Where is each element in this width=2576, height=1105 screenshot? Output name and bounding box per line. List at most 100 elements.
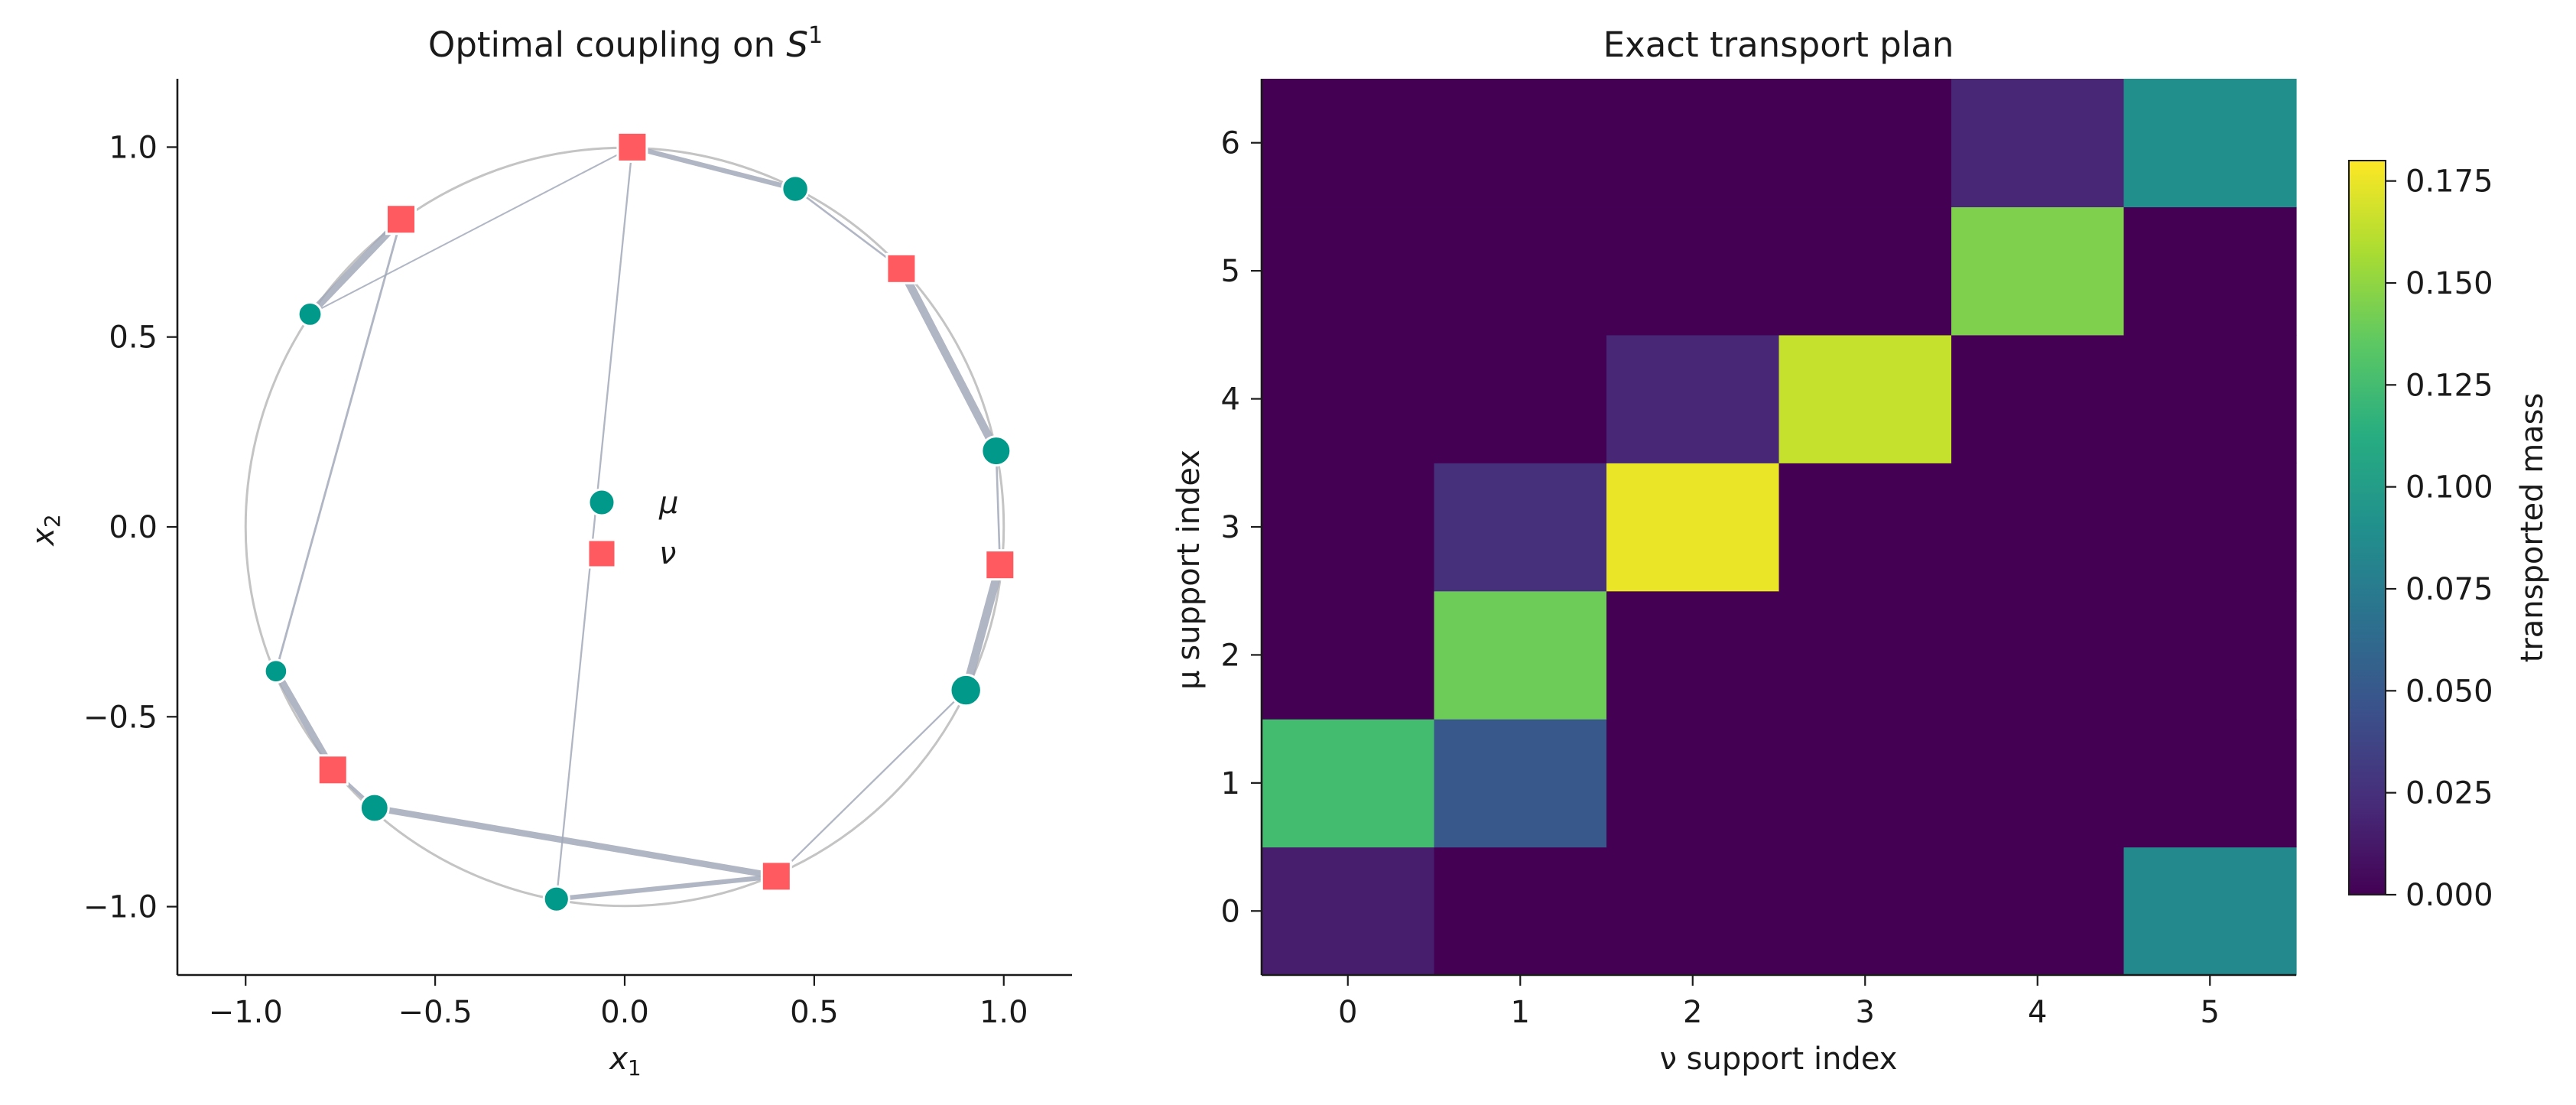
heatmap-cell xyxy=(1606,79,1780,208)
mu-point xyxy=(263,658,289,684)
heatmap-cell xyxy=(1779,590,1952,720)
heatmap-cell xyxy=(1434,79,1607,208)
colorbar-tick-label: 0.050 xyxy=(2405,674,2493,709)
heatmap-y-tick-label: 5 xyxy=(1221,254,1240,289)
heatmap-x-tick-label: 2 xyxy=(1683,995,1702,1030)
heatmap-cell xyxy=(1434,590,1607,720)
colorbar-tick-label: 0.100 xyxy=(2405,470,2493,505)
mu-point xyxy=(542,885,570,913)
heatmap-cell xyxy=(1262,463,1435,592)
heatmap-cell xyxy=(1951,847,2125,976)
heatmap-cell xyxy=(1262,206,1435,336)
heatmap-y-tick-label: 1 xyxy=(1221,766,1240,801)
coupling-line xyxy=(995,450,1002,566)
heatmap-y-tick-label: 2 xyxy=(1221,638,1240,673)
coupling-y-tick-label: 0.5 xyxy=(109,320,158,356)
heatmap-cell xyxy=(1779,79,1952,208)
coupling-line xyxy=(306,216,405,318)
heatmap-cell xyxy=(1779,463,1952,592)
heatmap-cell xyxy=(2123,334,2297,463)
nu-point xyxy=(385,203,417,236)
heatmap-cell xyxy=(1606,719,1780,848)
nu-point xyxy=(317,754,349,786)
heatmap-x-tick-label: 0 xyxy=(1338,995,1357,1030)
heatmap-cell xyxy=(1606,463,1780,592)
nu-point xyxy=(616,131,648,163)
heatmap-cell xyxy=(1262,719,1435,848)
nu-point xyxy=(984,549,1016,581)
heatmap-cell xyxy=(1434,847,1607,976)
nu-point xyxy=(760,860,792,892)
heatmap-x-tick-label: 3 xyxy=(1856,995,1875,1030)
heatmap-cell xyxy=(1434,206,1607,336)
coupling-line xyxy=(309,146,633,315)
heatmap-cells xyxy=(1262,79,2297,976)
coupling-y-axis-label: x2 xyxy=(26,514,65,548)
coupling-line xyxy=(775,689,967,878)
coupling-x-tick-label: 1.0 xyxy=(979,995,1028,1030)
heatmap-cell xyxy=(1779,334,1952,463)
heatmap-cell xyxy=(1606,590,1780,720)
coupling-line xyxy=(272,668,336,774)
heatmap-cell xyxy=(2123,206,2297,336)
colorbar xyxy=(2348,160,2386,895)
heatmap-y-tick-label: 6 xyxy=(1221,126,1240,161)
heatmap-cell xyxy=(1434,334,1607,463)
heatmap-cell xyxy=(1434,719,1607,848)
coupling-x-tick-label: 0.0 xyxy=(600,995,649,1030)
legend-mu-label: μ xyxy=(658,486,678,521)
heatmap-cell xyxy=(1951,719,2125,848)
heatmap-cell xyxy=(1434,463,1607,592)
colorbar-tick-label: 0.125 xyxy=(2405,368,2493,403)
heatmap-cell xyxy=(1606,206,1780,336)
colorbar-tick-label: 0.175 xyxy=(2405,164,2493,200)
heatmap-y-tick-label: 4 xyxy=(1221,382,1240,418)
coupling-x-tick-label: −0.5 xyxy=(398,995,473,1030)
transport-plan-title: Exact transport plan xyxy=(1603,24,1954,65)
coupling-legend: μ ν xyxy=(586,486,678,571)
heatmap-axes: 0 1 2 3 4 5 0 1 2 3 4 5 6 xyxy=(1221,79,2296,1030)
heatmap-cell xyxy=(1262,590,1435,720)
heatmap-x-tick-label: 4 xyxy=(2028,995,2047,1030)
colorbar-tick-label: 0.150 xyxy=(2405,266,2493,301)
heatmap-cell xyxy=(2123,590,2297,720)
legend-nu-marker xyxy=(586,538,617,569)
coupling-line xyxy=(274,218,402,673)
coupling-x-tick-label: −1.0 xyxy=(209,995,283,1030)
heatmap-y-axis-label: μ support index xyxy=(1171,450,1207,690)
mu-point xyxy=(949,673,983,707)
mu-point xyxy=(297,301,323,327)
coupling-chart-title: Optimal coupling on S1 xyxy=(428,22,823,65)
colorbar-tick-label: 0.000 xyxy=(2405,878,2493,913)
colorbar-ticks: 0.000 0.025 0.050 0.075 0.100 0.125 0.150 0.175 xyxy=(2386,164,2493,913)
heatmap-cell xyxy=(1951,334,2125,463)
heatmap-cell xyxy=(1951,590,2125,720)
mu-point xyxy=(781,174,810,203)
heatmap-cell xyxy=(2123,463,2297,592)
coupling-y-tick-label: −1.0 xyxy=(83,890,158,925)
heatmap-x-tick-label: 1 xyxy=(1511,995,1530,1030)
coupling-line xyxy=(555,146,634,900)
heatmap-x-tick-label: 5 xyxy=(2201,995,2220,1030)
mu-point xyxy=(359,792,390,824)
heatmap-cell xyxy=(1779,206,1952,336)
coupling-line xyxy=(961,561,1005,695)
heatmap-cell xyxy=(2123,847,2297,976)
heatmap-cell xyxy=(1262,79,1435,208)
coupling-line xyxy=(629,145,798,192)
coupling-line xyxy=(371,804,780,880)
heatmap-cell xyxy=(2123,719,2297,848)
heatmap-cell xyxy=(1779,719,1952,848)
mu-point xyxy=(980,435,1012,467)
coupling-y-tick-label: −0.5 xyxy=(83,700,158,735)
heatmap-y-tick-label: 0 xyxy=(1221,894,1240,929)
heatmap-cell xyxy=(1262,334,1435,463)
heatmap-cell xyxy=(1951,463,2125,592)
heatmap-cell xyxy=(1779,847,1952,976)
colorbar-tick-label: 0.075 xyxy=(2405,572,2493,607)
heatmap-cell xyxy=(1951,79,2125,208)
colorbar-label: transported mass xyxy=(2515,393,2550,663)
coupling-markers xyxy=(263,131,1016,913)
nu-point xyxy=(885,252,918,284)
